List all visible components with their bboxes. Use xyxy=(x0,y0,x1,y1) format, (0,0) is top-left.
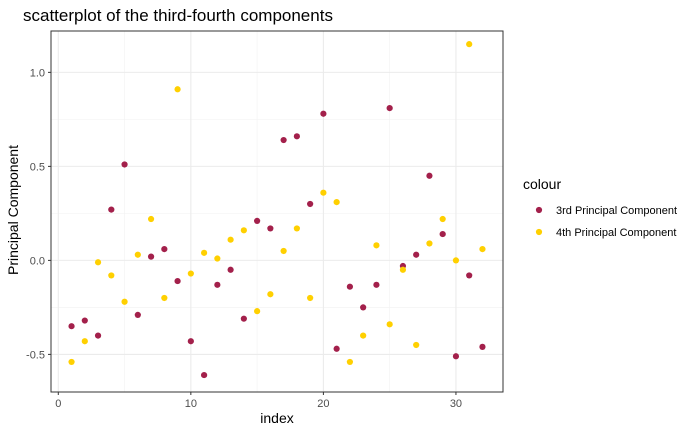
point-3rd-component xyxy=(333,345,340,352)
point-3rd-component xyxy=(479,343,486,350)
legend-title: colour xyxy=(523,176,561,192)
point-3rd-component xyxy=(293,133,300,140)
legend-key xyxy=(535,206,543,214)
y-tick-label: 0.0 xyxy=(30,255,45,267)
point-4th-component xyxy=(333,198,340,206)
point-3rd-component xyxy=(280,136,287,144)
point-4th-component xyxy=(214,255,221,262)
point-3rd-component xyxy=(187,338,194,345)
point-3rd-component xyxy=(147,253,155,260)
point-3rd-component xyxy=(214,281,221,288)
point-3rd-component xyxy=(134,311,141,319)
point-4th-component xyxy=(147,215,155,223)
x-tick-label: 10 xyxy=(185,398,197,410)
point-4th-component xyxy=(174,86,181,93)
x-axis: 0 10 20 30 xyxy=(55,392,462,410)
point-3rd-component xyxy=(386,104,393,112)
point-3rd-component xyxy=(360,304,367,311)
point-4th-component xyxy=(161,294,168,302)
x-tick-label: 30 xyxy=(450,398,462,410)
point-4th-component xyxy=(280,247,287,255)
point-3rd-component xyxy=(373,281,380,288)
point-3rd-component xyxy=(174,277,181,285)
point-3rd-component xyxy=(161,246,168,253)
panel-border xyxy=(50,30,504,393)
y-tick-label: 1.0 xyxy=(30,67,45,79)
y-tick-label: 0.5 xyxy=(30,161,45,173)
x-axis-title: index xyxy=(260,410,293,426)
point-4th-component xyxy=(293,225,300,232)
plot-panel xyxy=(51,31,503,392)
point-3rd-component xyxy=(200,371,208,379)
point-4th-component xyxy=(466,41,473,48)
point-4th-component xyxy=(200,249,208,256)
point-3rd-component xyxy=(68,323,75,330)
point-3rd-component xyxy=(413,251,420,258)
point-3rd-component xyxy=(94,332,102,339)
legend: colour 3rd Principal Component 4th Princi… xyxy=(523,176,677,239)
point-4th-component xyxy=(81,338,88,345)
point-3rd-component xyxy=(240,315,247,322)
panel-background xyxy=(51,31,503,392)
point-4th-component xyxy=(413,341,420,349)
point-3rd-component xyxy=(267,225,274,232)
point-4th-component xyxy=(360,332,367,339)
point-4th-component xyxy=(227,236,234,243)
legend-label: 4th Principal Component xyxy=(556,227,676,239)
point-3rd-component xyxy=(307,200,314,208)
point-3rd-component xyxy=(466,272,473,279)
point-4th-component xyxy=(373,242,380,249)
point-3rd-component xyxy=(81,317,88,324)
point-3rd-component xyxy=(439,230,446,238)
legend-label: 3rd Principal Component xyxy=(556,205,677,217)
point-4th-component xyxy=(452,257,460,264)
chart-title: scatterplot of the third-fourth componen… xyxy=(23,6,333,25)
point-4th-component xyxy=(307,294,314,302)
point-3rd-component xyxy=(452,353,460,360)
point-4th-component xyxy=(399,266,407,273)
point-3rd-component xyxy=(254,217,261,225)
point-4th-component xyxy=(479,246,486,253)
point-3rd-component xyxy=(108,206,115,213)
point-4th-component xyxy=(121,298,128,305)
point-4th-component xyxy=(240,227,247,234)
y-tick-label: -0.5 xyxy=(26,349,45,361)
y-axis: -0.5 0.0 0.5 1.0 xyxy=(26,67,51,361)
data-points xyxy=(68,41,486,379)
point-4th-component xyxy=(108,272,115,279)
point-4th-component xyxy=(426,240,433,247)
point-4th-component xyxy=(267,291,274,298)
x-tick-label: 20 xyxy=(317,398,329,410)
point-3rd-component xyxy=(346,283,354,290)
point-4th-component xyxy=(94,259,102,266)
point-4th-component xyxy=(187,270,194,277)
legend-key xyxy=(535,228,543,236)
point-4th-component xyxy=(320,189,327,196)
point-3rd-component xyxy=(426,172,433,179)
point-4th-component xyxy=(386,321,393,328)
point-4th-component xyxy=(68,358,75,366)
point-3rd-component xyxy=(121,161,128,168)
point-3rd-component xyxy=(320,110,327,117)
point-4th-component xyxy=(439,215,446,223)
x-tick-label: 0 xyxy=(55,398,61,410)
point-4th-component xyxy=(346,358,354,366)
point-4th-component xyxy=(254,308,261,315)
point-4th-component xyxy=(134,251,141,258)
y-axis-title: Principal Component xyxy=(5,145,21,275)
point-3rd-component xyxy=(227,266,234,273)
